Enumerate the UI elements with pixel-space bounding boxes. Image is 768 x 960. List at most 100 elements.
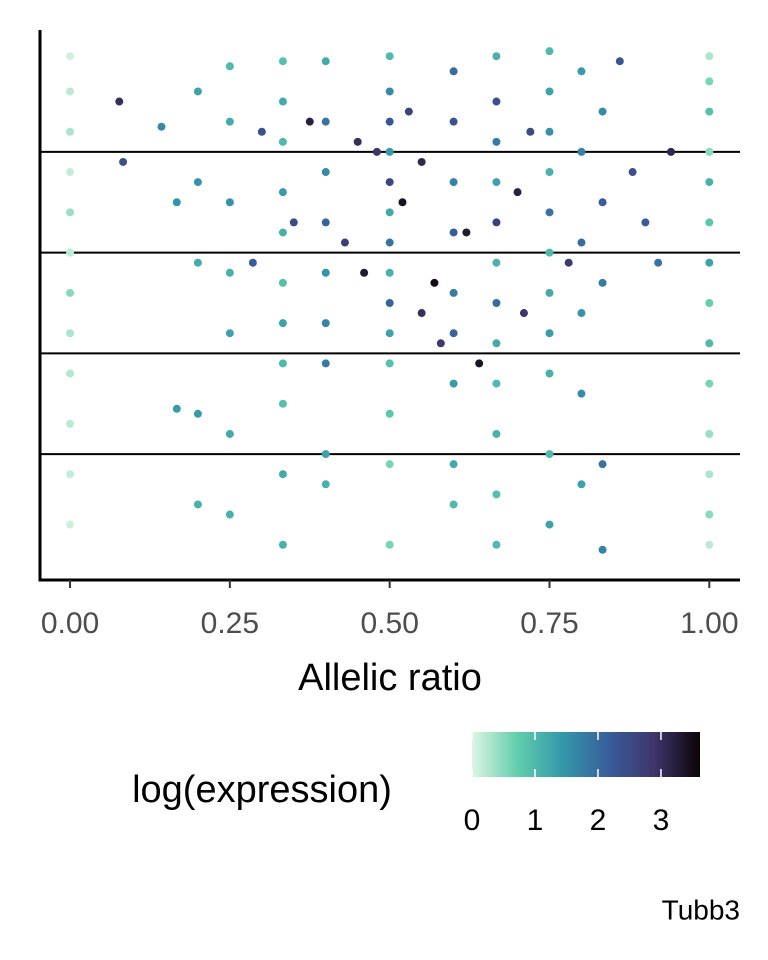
point <box>289 218 298 227</box>
point <box>225 62 234 71</box>
point <box>385 268 394 277</box>
point <box>278 540 287 549</box>
point <box>385 178 394 187</box>
point <box>449 500 458 509</box>
point <box>492 540 501 549</box>
point <box>417 157 426 166</box>
point <box>404 107 413 116</box>
point <box>340 238 349 247</box>
point <box>157 122 166 131</box>
point <box>385 409 394 418</box>
point <box>492 52 501 61</box>
point <box>172 404 181 413</box>
point <box>385 208 394 217</box>
point <box>225 429 234 438</box>
point <box>545 450 554 459</box>
colorbar-tick-label: 2 <box>590 804 607 837</box>
point <box>119 157 128 166</box>
point <box>66 369 75 378</box>
point <box>705 77 714 86</box>
point <box>564 258 573 267</box>
point <box>66 329 75 338</box>
point <box>705 540 714 549</box>
point <box>385 87 394 96</box>
point <box>193 409 202 418</box>
point <box>278 57 287 66</box>
x-tick-label: 0.00 <box>41 607 99 640</box>
x-tick-label: 0.75 <box>520 607 578 640</box>
point <box>193 258 202 267</box>
point <box>545 208 554 217</box>
point <box>545 520 554 529</box>
colorbar-tick-label: 1 <box>527 804 544 837</box>
point <box>66 208 75 217</box>
point <box>66 168 75 177</box>
x-tick-label: 1.00 <box>680 607 738 640</box>
point <box>321 319 330 328</box>
point <box>257 127 266 136</box>
point <box>666 147 675 156</box>
point <box>193 500 202 509</box>
point <box>641 218 650 227</box>
point <box>225 117 234 126</box>
point <box>248 258 257 267</box>
point <box>278 137 287 146</box>
point <box>598 545 607 554</box>
point <box>545 127 554 136</box>
point <box>225 198 234 207</box>
point <box>492 178 501 187</box>
point <box>705 107 714 116</box>
point <box>577 238 586 247</box>
point <box>278 97 287 106</box>
point <box>513 188 522 197</box>
point <box>598 460 607 469</box>
point <box>705 178 714 187</box>
point <box>417 309 426 318</box>
point <box>321 218 330 227</box>
point <box>545 248 554 257</box>
point <box>321 117 330 126</box>
point <box>449 228 458 237</box>
point <box>615 57 624 66</box>
point <box>449 117 458 126</box>
point <box>598 198 607 207</box>
caption: Tubb3 <box>662 894 740 925</box>
point <box>449 329 458 338</box>
point <box>577 389 586 398</box>
point <box>385 298 394 307</box>
point <box>385 540 394 549</box>
point <box>705 429 714 438</box>
point <box>705 147 714 156</box>
point <box>321 57 330 66</box>
point <box>193 178 202 187</box>
point <box>278 470 287 479</box>
point <box>526 127 535 136</box>
point <box>66 52 75 61</box>
point <box>705 510 714 519</box>
point <box>492 339 501 348</box>
point <box>66 248 75 257</box>
point <box>654 258 663 267</box>
point <box>492 218 501 227</box>
point <box>492 97 501 106</box>
point <box>577 67 586 76</box>
point <box>462 228 471 237</box>
point <box>449 178 458 187</box>
x-axis-title: Allelic ratio <box>298 657 482 699</box>
point <box>705 379 714 388</box>
point <box>172 198 181 207</box>
point <box>449 379 458 388</box>
point <box>66 470 75 479</box>
point <box>436 339 445 348</box>
legend-title: log(expression) <box>132 769 392 811</box>
point <box>278 359 287 368</box>
point <box>115 97 124 106</box>
point <box>278 278 287 287</box>
point <box>492 298 501 307</box>
point <box>321 168 330 177</box>
point <box>66 520 75 529</box>
colorbar-tick-label: 3 <box>653 804 670 837</box>
point <box>360 268 369 277</box>
point <box>385 238 394 247</box>
